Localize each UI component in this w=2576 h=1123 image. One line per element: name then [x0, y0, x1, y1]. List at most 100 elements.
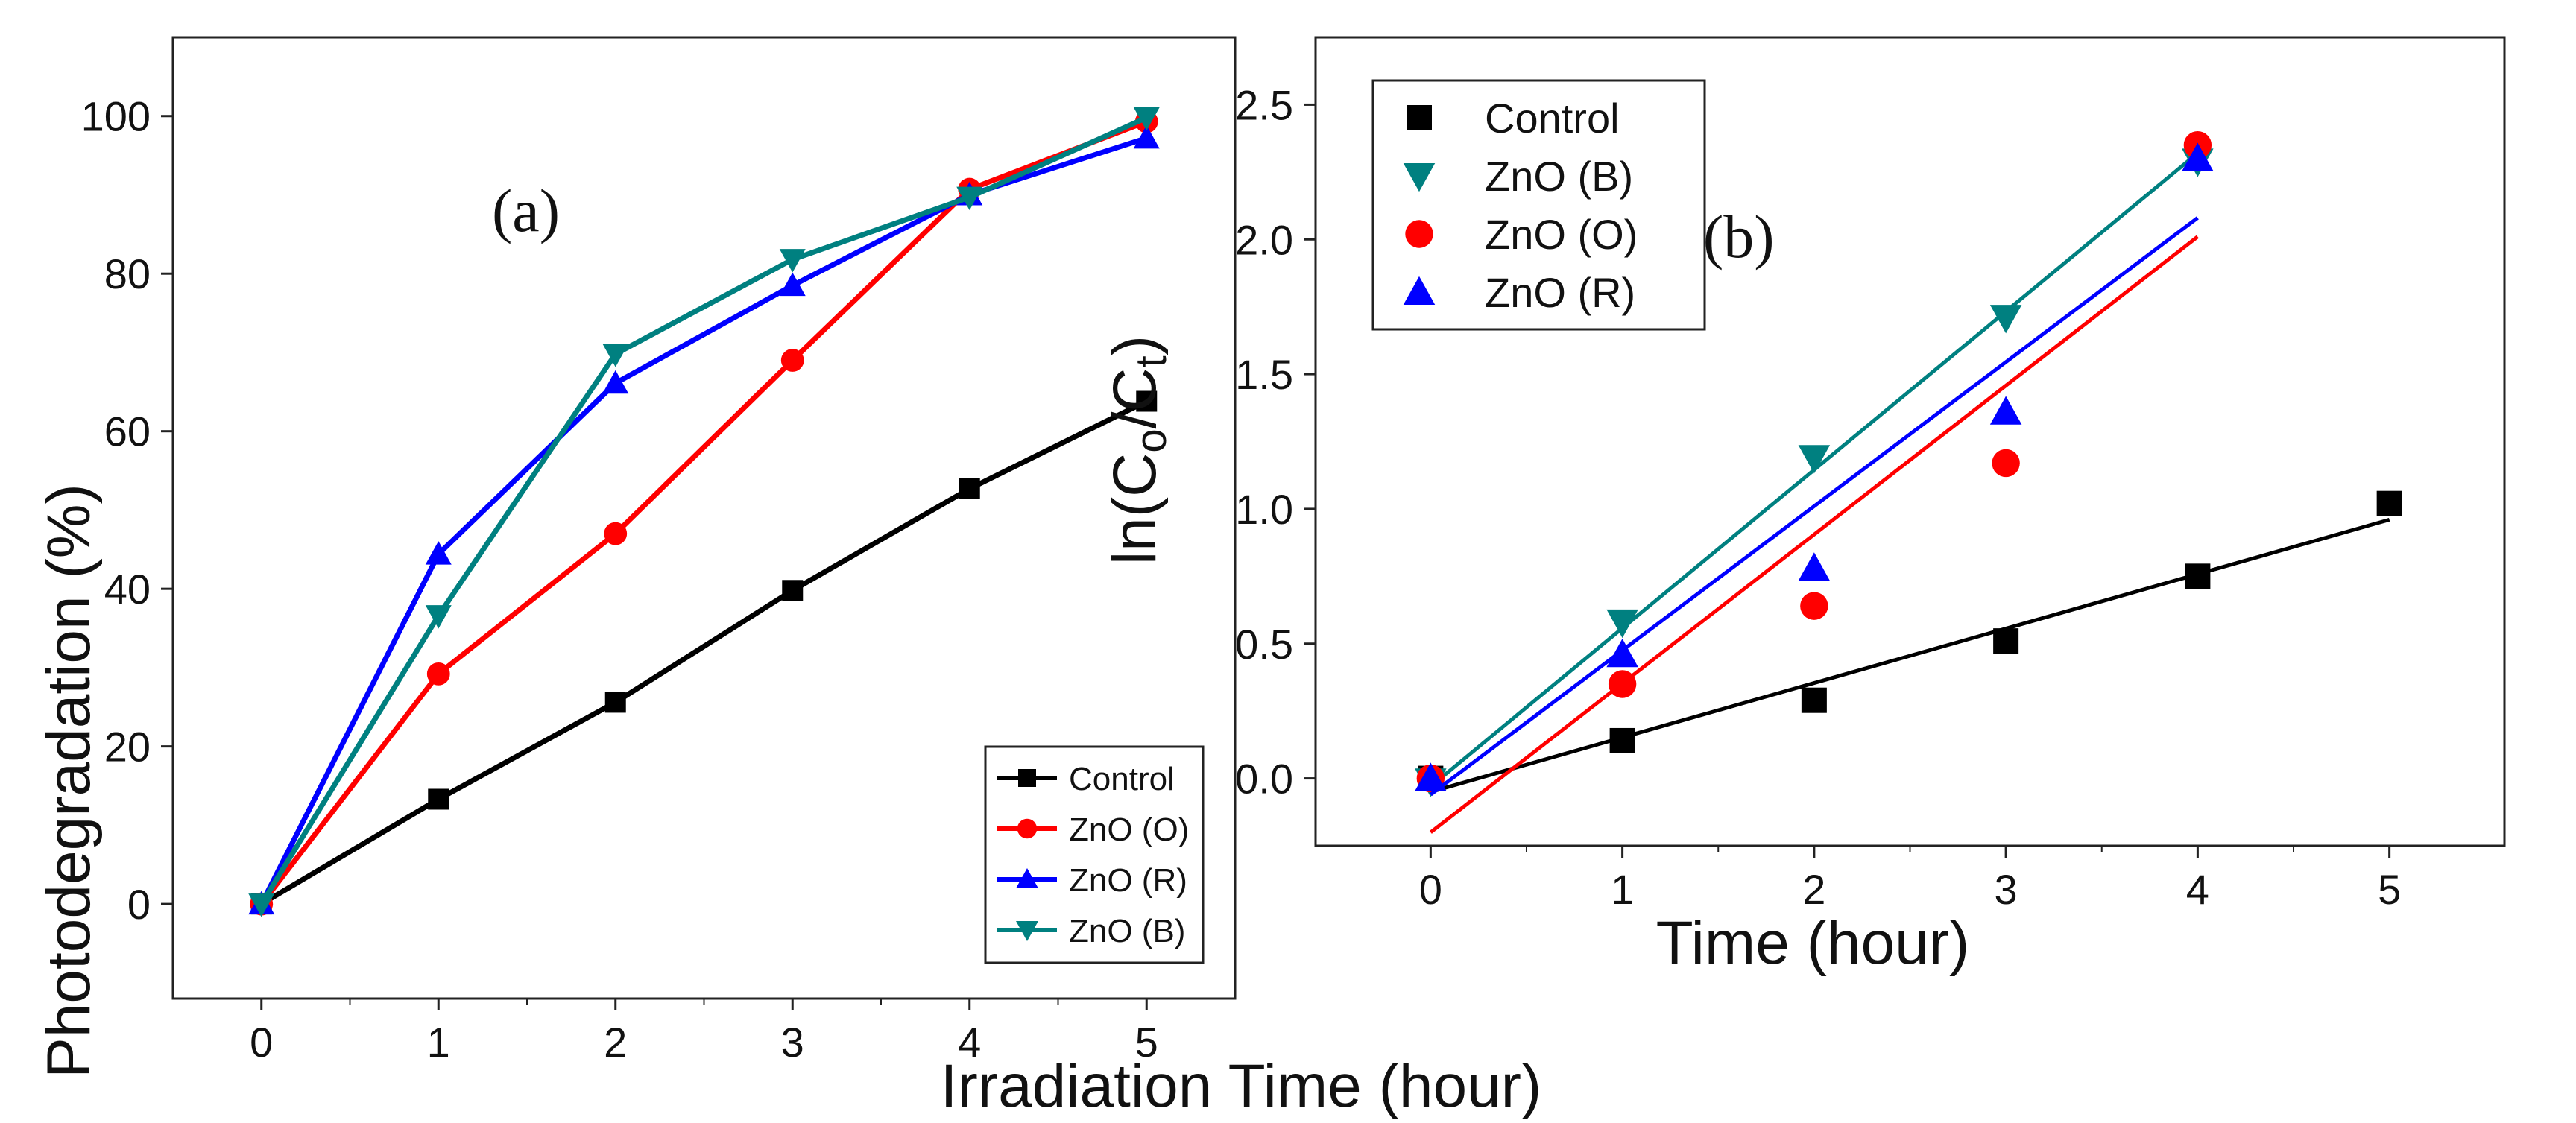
panel-a-x-axis: 0 1 2 3 4 5	[250, 999, 1158, 1066]
panel-b-series-control-fit-line	[1430, 517, 2390, 794]
panel-a-series-zno-b-line	[259, 115, 1148, 905]
panel-b-series-control-point-1	[1609, 727, 1635, 753]
panel-b-y-title-part-2: /C	[1101, 367, 1169, 428]
panel-b-y-axis: 0.0 0.5 1.0 1.5 2.0 2.5	[1235, 81, 1316, 803]
panel-b-legend-item-control-marker	[1407, 105, 1432, 130]
panel-a-x-tick-label-5: 5	[1135, 1019, 1158, 1066]
panel-a-y-tick-label-2: 40	[104, 566, 151, 613]
panel-b-x-tick-label-1: 1	[1611, 866, 1634, 913]
panel-b-y-title-subscript-t: t	[1127, 355, 1175, 367]
panel-b-y-tick-label-4: 2.0	[1235, 216, 1293, 263]
panel-a-legend-item-control-label: Control	[1069, 761, 1175, 797]
panel-b-x-tick-label-3: 3	[1995, 866, 2018, 913]
panel-a-series-zno-r-point-2	[602, 370, 629, 394]
panel-a-series-zno-b-point-0	[248, 893, 275, 917]
panel-b-series-zno-o-point-2	[1800, 592, 1828, 620]
panel-a-series-zno-b-point-1	[425, 605, 452, 629]
panel-a-series-zno-r-point-1	[425, 541, 452, 565]
panel-b-series-zno-o-fit-line	[1429, 235, 2199, 834]
panel-b-y-tick-label-1: 0.5	[1235, 621, 1293, 668]
panel-a-legend-item-zno-b-marker	[1016, 921, 1038, 941]
panel-a-legend-item-zno-r-label: ZnO (R)	[1069, 862, 1187, 899]
panel-a-series-zno-r-point-5	[1133, 124, 1160, 149]
panel-b-x-tick-label-4: 4	[2186, 866, 2209, 913]
panel-b-x-axis: 0 1 2 3 4 5	[1419, 846, 2401, 913]
panel-b-legend-item-zno-o-label: ZnO (O)	[1485, 211, 1638, 258]
panel-b-series-zno-b	[1415, 148, 2214, 797]
panel-a-legend-item-zno-o-label: ZnO (O)	[1069, 812, 1189, 848]
panel-a-series-control-point-1	[428, 788, 449, 810]
panel-b-y-title-part-1: ln(C	[1101, 453, 1169, 565]
panel-b-series-control-point-2	[1801, 687, 1827, 713]
panel-b-series-control	[1418, 490, 2402, 794]
panel-a-x-tick-label-0: 0	[250, 1019, 273, 1066]
panel-b-series-zno-b-point-2	[1798, 445, 1831, 474]
panel-b-series-zno-o-point-1	[1608, 670, 1637, 698]
panel-b-x-axis-title: Time (hour)	[1656, 909, 1970, 977]
panel-b-label: (b)	[1703, 203, 1775, 271]
panel-a-x-tick-label-2: 2	[604, 1019, 627, 1066]
panel-b-legend-item-zno-b-label: ZnO (B)	[1485, 153, 1633, 200]
panel-a-x-tick-label-4: 4	[958, 1019, 981, 1066]
panel-b-series-control-point-4	[2185, 563, 2211, 589]
panel-a-y-tick-label-5: 100	[81, 93, 151, 140]
panel-b-series-zno-r-point-2	[1798, 552, 1831, 581]
panel-b-legend: Control ZnO (B) ZnO (O) ZnO (R)	[1371, 79, 1706, 331]
panel-a-series-zno-b-point-2	[602, 344, 629, 367]
panel-b-legend-item-control-label: Control	[1485, 95, 1620, 142]
panel-a-y-tick-label-1: 20	[104, 724, 151, 771]
panel-b-series-zno-r-point-3	[1989, 396, 2022, 425]
panel-a-series-control-point-5	[1136, 390, 1158, 412]
panel-a-series-zno-b-point-4	[956, 186, 983, 211]
panel-a-series-zno-o-line	[259, 118, 1148, 906]
plot-area-a: 0 1 2 3 4 5 0 20 40 60 80 100 Control ZnO (O) ZnO (R) Z…	[81, 36, 1237, 1066]
panel-b-series-control-point-5	[2376, 490, 2402, 516]
panel-a-legend-item-zno-r-marker	[1016, 868, 1038, 888]
panel-a-y-axis-title: Photodegradation (%)	[35, 484, 103, 1078]
panel-a-legend: Control ZnO (O) ZnO (R) ZnO (B)	[984, 745, 1205, 964]
panel-a-series-control-line	[259, 399, 1148, 907]
panel-a-legend-item-control-marker	[1018, 769, 1036, 787]
panel-a-series-zno-o-point-2	[604, 522, 628, 545]
panel-b-y-tick-label-0: 0.0	[1235, 756, 1293, 803]
panel-a-y-tick-label-0: 0	[127, 881, 151, 928]
panel-b-series-zno-r-fit-line	[1429, 216, 2199, 797]
panel-b-x-tick-label-5: 5	[2378, 866, 2401, 913]
plot-area-b: 0 1 2 3 4 5 0.0 0.5 1.0 1.5 2.0 2.5 Control ZnO (B) Zn…	[1235, 36, 2506, 913]
panel-b-y-tick-label-5: 2.5	[1235, 81, 1293, 128]
panel-b-y-title-subscript-o: o	[1127, 428, 1175, 452]
panel-b-series-control-point-3	[1993, 628, 2019, 654]
panel-b-y-tick-label-3: 1.5	[1235, 351, 1293, 398]
panel-b-x-tick-label-0: 0	[1419, 866, 1442, 913]
panel-a-y-tick-label-3: 60	[104, 408, 151, 455]
panel-a-y-tick-label-4: 80	[104, 250, 151, 297]
panel-a: 0 1 2 3 4 5 0 20 40 60 80 100 Control ZnO (O) ZnO (R) Z…	[35, 36, 1542, 1120]
panel-b-series-zno-r-point-0	[1415, 762, 1447, 791]
panel-b-series-zno-b-point-3	[1989, 305, 2022, 334]
panel-a-x-tick-label-1: 1	[427, 1019, 450, 1066]
panel-a-series-zno-b-point-3	[779, 249, 806, 273]
panel-b: 0 1 2 3 4 5 0.0 0.5 1.0 1.5 2.0 2.5 Control ZnO (B) Zn…	[1101, 36, 2506, 977]
panel-a-series-zno-b-point-5	[1133, 107, 1160, 131]
panel-a-series-control-point-3	[782, 580, 804, 601]
panel-b-series-zno-r	[1415, 142, 2214, 797]
panel-a-x-tick-label-3: 3	[781, 1019, 804, 1066]
panel-b-x-tick-label-2: 2	[1802, 866, 1825, 913]
panel-b-y-tick-label-2: 1.0	[1235, 486, 1293, 533]
panel-a-y-axis: 0 20 40 60 80 100	[81, 93, 173, 928]
panel-a-label: (a)	[492, 177, 560, 244]
panel-b-legend-item-zno-o-marker	[1405, 220, 1433, 248]
panel-a-series-control-point-2	[604, 692, 626, 713]
panel-b-series-zno-b-point-1	[1606, 609, 1638, 639]
panel-b-y-title-part-3: )	[1101, 335, 1169, 355]
panel-a-x-axis-title: Irradiation Time (hour)	[941, 1052, 1542, 1120]
panel-a-series-zno-o-point-1	[426, 662, 450, 686]
panel-a-series-control-point-4	[959, 478, 980, 499]
panel-a-legend-item-zno-o-marker	[1017, 818, 1038, 839]
panel-b-legend-item-zno-b-marker	[1403, 163, 1436, 192]
panel-b-legend-item-zno-r-label: ZnO (R)	[1485, 269, 1635, 316]
panel-a-series-zno-b	[248, 107, 1160, 917]
panel-b-legend-item-zno-r-marker	[1403, 276, 1436, 305]
panel-b-y-axis-title: ln(Co/Ct)	[1101, 335, 1175, 565]
